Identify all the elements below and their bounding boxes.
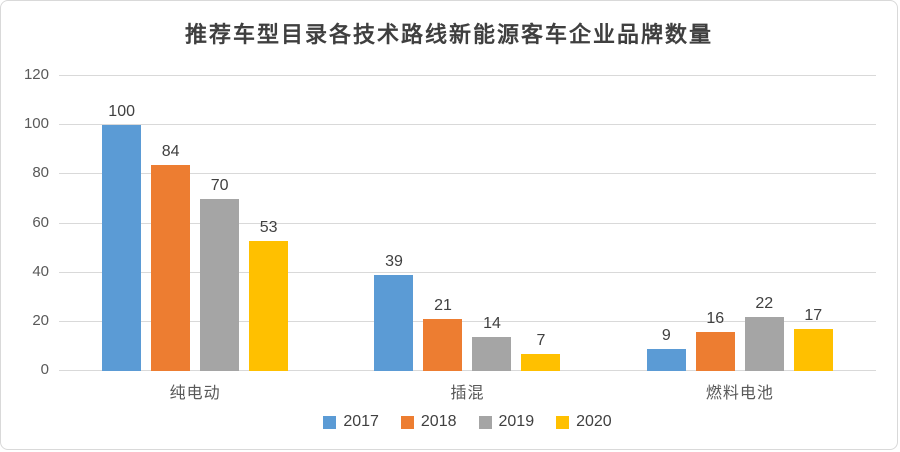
legend-label: 2020 <box>576 413 612 430</box>
bar-value-label-2019-1: 14 <box>483 314 501 332</box>
bar-2018-2[interactable] <box>695 331 735 371</box>
gridline-y-80 <box>59 173 876 175</box>
x-axis-labels: 纯电动 插混 燃料电池 <box>59 379 876 403</box>
legend-label: 2019 <box>498 413 535 430</box>
bar-unit-2017-0: 100 <box>102 103 142 371</box>
bar-2017-1[interactable] <box>374 275 414 371</box>
x-axis-label-2: 燃料电池 <box>705 385 774 402</box>
bar-value-label-2020-0: 53 <box>259 218 278 236</box>
x-axis-label-0: 纯电动 <box>169 385 221 402</box>
bar-unit-2018-0: 84 <box>151 142 191 371</box>
legend-swatch-icon <box>478 415 492 429</box>
legend-item-2017[interactable]: 2017 <box>323 413 379 431</box>
bar-value-label-2019-0: 70 <box>210 176 229 194</box>
legend-item-2020[interactable]: 2020 <box>556 413 612 431</box>
bar-group-0: 100 84 70 53 <box>59 76 331 371</box>
gridline-y-60 <box>59 222 876 224</box>
legend-label: 2017 <box>343 413 379 430</box>
legend-item-2019[interactable]: 2019 <box>478 413 535 431</box>
plot-area: 0 20 40 60 80 100 120 100 84 70 53 39 21 14 7 9 16 22 17 <box>24 66 876 378</box>
bar-value-label-2017-1: 39 <box>385 253 403 271</box>
y-tick-label-0: 0 <box>40 361 49 378</box>
bar-value-label-2018-0: 84 <box>161 142 180 160</box>
x-axis-label-1: 插混 <box>450 385 485 402</box>
y-tick-label-60: 60 <box>32 213 49 231</box>
gridline-y-20 <box>59 320 876 322</box>
bar-unit-2020-0: 53 <box>249 218 289 371</box>
bar-2019-2[interactable] <box>744 316 784 371</box>
y-tick-label-20: 20 <box>32 311 49 329</box>
bar-value-label-2018-2: 16 <box>706 309 725 327</box>
bar-value-label-2019-2: 22 <box>755 294 774 312</box>
bar-value-label-2020-2: 17 <box>804 307 823 325</box>
gridline-y-100 <box>59 124 876 126</box>
bar-value-label-2020-1: 7 <box>536 331 546 349</box>
bar-2020-2[interactable] <box>793 329 833 371</box>
legend: 2017 2018 2019 2020 <box>59 413 876 431</box>
bar-2020-1[interactable] <box>521 353 561 371</box>
bar-unit-2017-2: 9 <box>646 326 686 371</box>
y-tick-label-80: 80 <box>32 164 49 182</box>
chart-title: 推荐车型目录各技术路线新能源客车企业品牌数量 <box>184 22 713 47</box>
bar-value-label-2017-0: 100 <box>108 103 135 121</box>
bar-unit-2018-1: 21 <box>423 297 463 371</box>
bar-value-label-2018-1: 21 <box>434 297 452 315</box>
bar-2019-0[interactable] <box>200 198 240 371</box>
bar-2020-0[interactable] <box>249 240 289 371</box>
bar-unit-2019-2: 22 <box>744 294 784 371</box>
bar-2017-0[interactable] <box>102 125 142 371</box>
y-tick-label-40: 40 <box>32 262 49 280</box>
bar-value-label-2017-2: 9 <box>661 326 671 344</box>
bar-unit-2019-1: 14 <box>472 314 512 371</box>
bar-2017-2[interactable] <box>646 348 686 371</box>
gridline-y-120 <box>59 75 876 76</box>
legend-swatch-icon <box>400 415 414 429</box>
bar-2018-0[interactable] <box>151 164 191 371</box>
bar-unit-2020-2: 17 <box>793 307 833 371</box>
bar-unit-2019-0: 70 <box>200 176 240 371</box>
legend-label: 2018 <box>420 413 457 430</box>
gridline-y-40 <box>59 271 876 273</box>
bars-layer: 100 84 70 53 39 21 14 7 9 16 22 17 <box>59 76 876 371</box>
legend-swatch-icon <box>323 415 337 429</box>
legend-item-2018[interactable]: 2018 <box>400 413 457 431</box>
gridline-y-0 <box>59 370 876 371</box>
bar-unit-2017-1: 39 <box>374 253 414 371</box>
bar-unit-2018-2: 16 <box>695 309 735 371</box>
bar-group-1: 39 21 14 7 <box>331 76 603 371</box>
bar-2019-1[interactable] <box>472 336 512 371</box>
y-tick-label-100: 100 <box>23 115 49 133</box>
y-tick-label-120: 120 <box>23 66 49 83</box>
legend-swatch-icon <box>556 415 570 429</box>
bar-group-2: 9 16 22 17 <box>604 76 876 371</box>
bar-2018-1[interactable] <box>423 319 463 371</box>
bar-unit-2020-1: 7 <box>521 331 561 371</box>
